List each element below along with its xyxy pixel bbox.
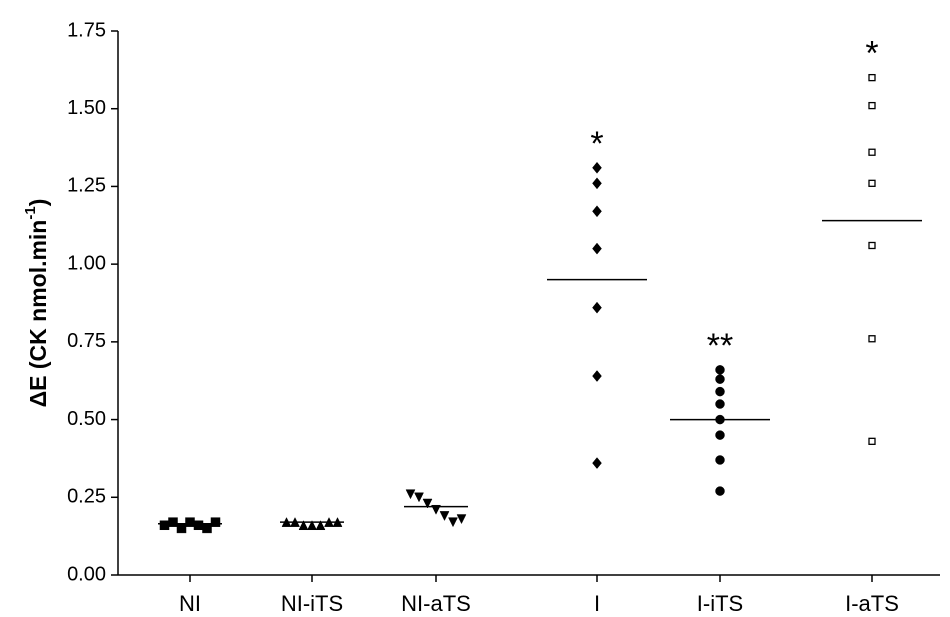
data-point	[422, 498, 433, 509]
y-tick-label: 0.50	[67, 408, 106, 430]
y-tick-label: 0.75	[67, 330, 106, 352]
significance-marker: *	[590, 125, 603, 163]
y-label-sup: -1	[22, 206, 39, 219]
data-point	[715, 399, 725, 409]
y-tick-label: 0.25	[67, 486, 106, 508]
data-point	[193, 520, 204, 531]
x-tick-label: I-aTS	[845, 591, 899, 616]
data-point	[868, 148, 876, 156]
y-tick-label: 1.50	[67, 97, 106, 119]
x-tick-label: NI-iTS	[281, 591, 343, 616]
data-point	[307, 520, 317, 531]
data-point	[715, 374, 725, 384]
data-point	[715, 386, 725, 397]
x-tick-label: NI-aTS	[401, 591, 471, 616]
data-point	[431, 504, 441, 515]
data-point	[715, 430, 725, 440]
data-point	[868, 335, 876, 343]
data-point	[715, 486, 725, 496]
data-point	[592, 370, 602, 382]
data-point	[185, 517, 195, 527]
data-point	[168, 517, 178, 527]
data-point	[868, 101, 876, 110]
data-point	[592, 242, 602, 255]
x-tick-label: I-iTS	[697, 591, 743, 616]
y-label-suffix: )	[25, 199, 51, 207]
data-point	[439, 511, 450, 521]
data-point	[868, 241, 876, 250]
y-tick-label: 0.00	[67, 563, 106, 585]
y-tick-label: 1.25	[67, 175, 106, 197]
data-point	[715, 455, 725, 465]
data-point	[202, 523, 212, 534]
y-label-text: ΔE (CK nmol.min	[25, 220, 51, 408]
data-point	[715, 365, 725, 375]
y-axis-label: ΔE (CK nmol.min-1)	[22, 199, 51, 408]
data-point	[592, 161, 602, 174]
data-point	[592, 301, 602, 314]
data-point	[592, 177, 602, 190]
significance-marker: *	[865, 35, 878, 73]
data-point	[868, 437, 876, 445]
x-tick-label: NI	[179, 591, 201, 616]
data-point	[315, 520, 326, 531]
data-point	[176, 523, 187, 534]
significance-marker: **	[707, 327, 733, 365]
data-point	[592, 457, 602, 469]
y-tick-label: 1.00	[67, 252, 106, 274]
data-point	[456, 514, 467, 525]
x-tick-label: I	[594, 591, 600, 616]
data-point	[159, 520, 170, 531]
y-tick-label: 1.75	[67, 19, 106, 41]
data-point	[448, 517, 458, 528]
data-point	[210, 517, 221, 527]
data-point	[414, 492, 424, 503]
data-point	[298, 520, 309, 531]
data-point	[868, 73, 876, 82]
data-point	[405, 489, 416, 500]
data-point	[592, 205, 602, 218]
data-point	[868, 179, 876, 187]
